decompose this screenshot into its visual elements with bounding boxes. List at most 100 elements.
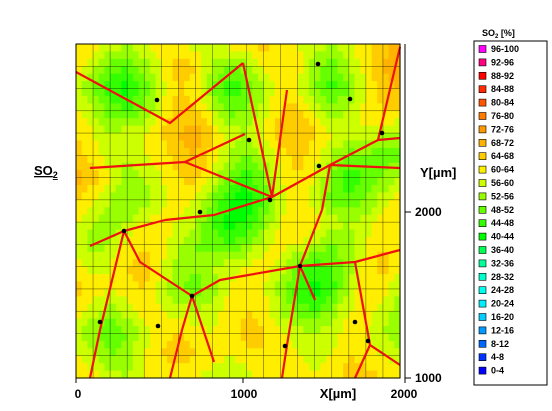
- contour-cell: [365, 81, 373, 90]
- contour-cell: [149, 140, 157, 149]
- contour-cell: [297, 303, 304, 312]
- contour-cell: [172, 333, 179, 342]
- grain-boundary-line: [271, 46, 402, 198]
- contour-cell: [206, 363, 214, 372]
- contour-cell: [348, 244, 356, 253]
- contour-cell: [394, 110, 401, 119]
- contour-cell: [206, 103, 214, 112]
- contour-cell: [371, 66, 378, 75]
- contour-cell: [223, 133, 231, 142]
- contour-cell: [320, 147, 327, 156]
- contour-cell: [240, 95, 248, 104]
- contour-cell: [229, 155, 236, 164]
- contour-cell: [161, 311, 168, 320]
- contour-cell: [257, 214, 265, 223]
- contour-cell: [161, 363, 168, 372]
- contour-cell: [286, 170, 293, 179]
- contour-cell: [149, 355, 157, 364]
- contour-cell: [189, 162, 196, 171]
- contour-cell: [110, 103, 117, 112]
- contour-cell: [201, 88, 208, 97]
- contour-cell: [360, 73, 367, 82]
- contour-cell: [166, 340, 174, 349]
- contour-cell: [110, 95, 117, 104]
- contour-cell: [360, 214, 367, 223]
- contour-cell: [382, 296, 390, 305]
- contour-cell: [184, 355, 191, 364]
- contour-cell: [252, 288, 259, 297]
- contour-cell: [297, 125, 304, 134]
- contour-cell: [377, 296, 384, 305]
- contour-cell: [348, 51, 356, 60]
- contour-cell: [206, 311, 214, 320]
- contour-cell: [184, 51, 191, 60]
- contour-cell: [309, 133, 316, 142]
- contour-cell: [110, 370, 117, 379]
- contour-cell: [149, 147, 157, 156]
- contour-cell: [155, 214, 162, 223]
- contour-cell: [314, 44, 322, 53]
- contour-cell: [297, 66, 304, 75]
- contour-cell: [337, 88, 344, 97]
- contour-cell: [149, 103, 157, 112]
- contour-cell: [303, 370, 310, 379]
- contour-cell: [286, 140, 293, 149]
- contour-cell: [178, 222, 185, 231]
- contour-cell: [388, 340, 395, 349]
- contour-cell: [184, 185, 191, 194]
- contour-cell: [371, 281, 378, 290]
- contour-cell: [206, 44, 214, 53]
- contour-cell: [138, 229, 145, 238]
- contour-cell: [212, 288, 219, 297]
- contour-cell: [229, 318, 236, 327]
- contour-cell: [286, 236, 293, 245]
- contour-cell: [331, 355, 339, 364]
- contour-cell: [320, 229, 327, 238]
- contour-cell: [292, 73, 299, 82]
- contour-cell: [178, 118, 185, 127]
- contour-cell: [98, 66, 106, 75]
- contour-cell: [246, 81, 253, 90]
- grain-boundary-line: [377, 136, 401, 142]
- contour-cell: [240, 288, 248, 297]
- contour-cell: [172, 370, 179, 379]
- contour-cell: [326, 244, 333, 253]
- contour-cell: [138, 363, 145, 372]
- contour-cell: [309, 303, 316, 312]
- contour-cell: [377, 288, 384, 297]
- contour-cell: [348, 296, 356, 305]
- contour-cell: [252, 229, 259, 238]
- contour-cell: [354, 177, 361, 186]
- contour-cell: [371, 214, 378, 223]
- contour-cell: [269, 66, 276, 75]
- contour-cell: [371, 311, 378, 320]
- contour-cell: [252, 340, 259, 349]
- contour-cell: [371, 236, 378, 245]
- contour-cell: [314, 274, 322, 283]
- contour-cell: [76, 318, 83, 327]
- contour-cell: [149, 318, 157, 327]
- contour-cell: [218, 326, 225, 335]
- contour-cell: [297, 155, 304, 164]
- contour-cell: [314, 318, 322, 327]
- contour-cell: [206, 207, 214, 216]
- contour-cell: [161, 133, 168, 142]
- contour-cell: [206, 88, 214, 97]
- contour-cell: [218, 266, 225, 275]
- contour-cell: [257, 318, 265, 327]
- contour-cell: [263, 333, 270, 342]
- contour-cell: [257, 363, 265, 372]
- contour-cell: [195, 296, 202, 305]
- contour-cell: [286, 251, 293, 260]
- contour-cell: [303, 177, 310, 186]
- contour-cell: [382, 110, 390, 119]
- contour-cell: [388, 192, 395, 201]
- legend-label: 80-84: [491, 98, 514, 108]
- contour-cell: [269, 95, 276, 104]
- contour-cell: [348, 125, 356, 134]
- y-axis-label: Y[µm]: [420, 165, 456, 180]
- contour-cell: [127, 66, 134, 75]
- contour-cell: [166, 155, 174, 164]
- contour-cell: [269, 303, 276, 312]
- contour-cell: [348, 140, 356, 149]
